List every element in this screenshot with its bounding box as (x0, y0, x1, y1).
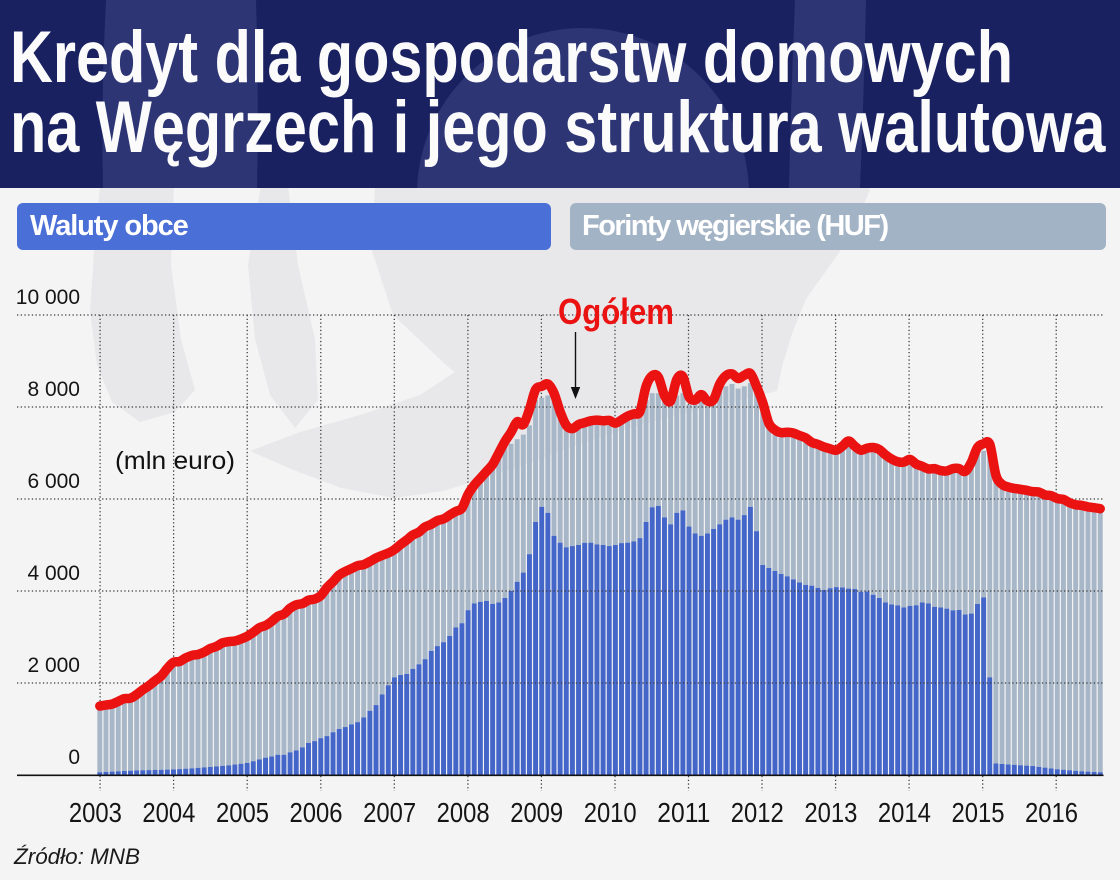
svg-text:Ogółem: Ogółem (558, 291, 674, 332)
svg-text:2009: 2009 (510, 797, 563, 828)
svg-text:8 000: 8 000 (27, 378, 80, 401)
svg-text:2006: 2006 (290, 797, 343, 828)
svg-text:2 000: 2 000 (27, 654, 80, 677)
svg-text:2007: 2007 (363, 797, 416, 828)
svg-text:2013: 2013 (804, 797, 857, 828)
svg-text:2011: 2011 (657, 797, 710, 828)
svg-text:4 000: 4 000 (27, 562, 80, 585)
svg-text:10 000: 10 000 (16, 286, 80, 309)
svg-text:2014: 2014 (878, 797, 931, 828)
svg-text:2012: 2012 (731, 797, 784, 828)
svg-text:6 000: 6 000 (27, 470, 80, 493)
svg-text:2015: 2015 (952, 797, 1005, 828)
svg-text:2016: 2016 (1025, 797, 1078, 828)
svg-text:(mln euro): (mln euro) (115, 447, 235, 475)
svg-text:2008: 2008 (437, 797, 490, 828)
svg-text:Źródło: MNB: Źródło: MNB (13, 844, 140, 869)
svg-text:2010: 2010 (584, 797, 637, 828)
svg-text:2005: 2005 (216, 797, 269, 828)
svg-text:2003: 2003 (69, 797, 122, 828)
svg-text:0: 0 (68, 746, 80, 769)
svg-text:2004: 2004 (142, 797, 195, 828)
